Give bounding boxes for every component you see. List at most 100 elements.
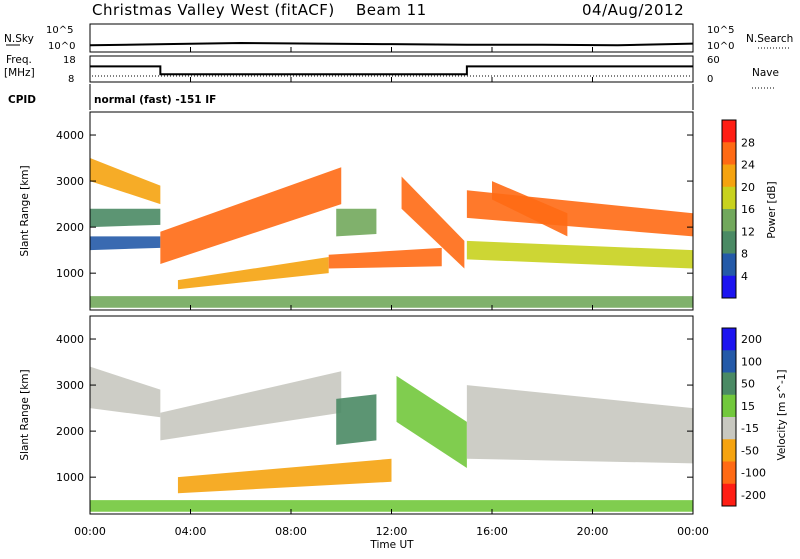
power-colorbar-swatch — [722, 120, 736, 143]
y-tick-label: 1000 — [56, 471, 84, 484]
velocity-heatmap — [90, 366, 693, 512]
cpid-text: normal (fast) -151 IF — [94, 94, 216, 106]
heatmap-band-7 — [401, 176, 465, 269]
velocity-colorbar-tick-label: 15 — [741, 400, 755, 413]
heatmap-band-11 — [90, 296, 693, 308]
velocity-colorbar-swatch — [722, 350, 736, 373]
heatmap-band-4 — [396, 375, 467, 468]
x-tick-label: 20:00 — [577, 525, 609, 538]
power-colorbar-tick-label: 20 — [741, 181, 755, 194]
velocity-colorbar: 200 100 50 15 -15 -50 -100 -200 — [721, 327, 766, 507]
velocity-panel: 1000 2000 3000 4000 Slant Range [km] 200 100… — [19, 315, 788, 515]
sky-noise-series — [89, 42, 694, 47]
power-colorbar-swatch — [722, 186, 736, 210]
velocity-colorbar-tick-label: 200 — [741, 333, 762, 346]
power-y-axis: 1000 2000 3000 4000 — [56, 129, 693, 280]
y-tick-label: 2000 — [56, 425, 84, 438]
frequency-panel: Freq. [MHz] 18 8 60 0 Nave — [4, 54, 779, 89]
y-tick-label: 3000 — [56, 175, 84, 188]
sky-noise-panel: N.Sky 10^5 10^0 10^5 10^0 N.Search — [4, 23, 793, 53]
x-axis: 00:00 04:00 08:00 12:00 16:00 20:00 00:00 — [74, 47, 709, 538]
velocity-colorbar-tick-label: -50 — [741, 444, 759, 457]
velocity-colorbar-tick-label: -200 — [741, 489, 766, 502]
velocity-colorbar-tick-label: -100 — [741, 467, 766, 480]
power-colorbar-tick-label: 24 — [741, 159, 755, 172]
velocity-colorbar-swatch — [722, 328, 736, 351]
power-ylabel: Slant Range [km] — [19, 165, 31, 256]
velocity-y-axis: 1000 2000 3000 4000 — [56, 333, 693, 484]
y-tick-label: 2000 — [56, 221, 84, 234]
velocity-colorbar-label: Velocity [m s^-1] — [776, 369, 788, 460]
freq-label-1: Freq. — [6, 54, 32, 66]
power-colorbar: 28 24 20 16 12 8 4 — [721, 119, 755, 299]
nave-tick-bottom: 0 — [707, 74, 713, 85]
x-tick-label: 04:00 — [175, 525, 207, 538]
heatmap-band-2 — [177, 458, 392, 494]
velocity-colorbar-tick-label: 100 — [741, 355, 762, 368]
velocity-colorbar-tick-label: 50 — [741, 378, 755, 391]
frequency-series — [90, 65, 693, 76]
heatmap-band-9 — [466, 240, 693, 269]
power-colorbar-swatch — [722, 275, 736, 299]
power-colorbar-swatch — [722, 253, 736, 277]
power-colorbar-swatch — [722, 142, 736, 165]
y-tick-label: 1000 — [56, 267, 84, 280]
nave-label: Nave — [752, 67, 779, 79]
velocity-colorbar-swatch — [722, 483, 736, 507]
velocity-colorbar-swatch — [722, 372, 736, 396]
power-colorbar-swatch — [722, 209, 736, 232]
heatmap-band-2 — [90, 236, 161, 251]
power-colorbar-label: Power [dB] — [766, 181, 778, 238]
power-colorbar-tick-label: 16 — [741, 203, 755, 216]
power-colorbar-tick-label: 28 — [741, 136, 755, 149]
y-tick-label: 4000 — [56, 333, 84, 346]
x-axis-label: Time UT — [369, 539, 414, 551]
heatmap-band-6 — [336, 208, 377, 237]
power-colorbar-swatch — [722, 231, 736, 254]
x-tick-label: 00:00 — [677, 525, 709, 538]
power-colorbar-tick-label: 12 — [741, 225, 755, 238]
power-colorbar-swatch — [722, 164, 736, 188]
heatmap-band-10 — [492, 181, 568, 237]
velocity-colorbar-swatch — [722, 394, 736, 418]
heatmap-band-4 — [177, 257, 329, 290]
heatmap-band-1 — [90, 208, 161, 228]
heatmap-band-0 — [90, 158, 161, 205]
heatmap-band-3 — [336, 394, 377, 445]
heatmap-band-5 — [466, 385, 693, 464]
heatmap-band-5 — [328, 247, 442, 269]
velocity-colorbar-swatch — [722, 461, 736, 485]
y-tick-label: 4000 — [56, 129, 84, 142]
freq-label-2: [MHz] — [4, 67, 35, 79]
x-tick-label: 08:00 — [275, 525, 307, 538]
nsky-tick-top: 10^5 — [46, 25, 73, 36]
nsky-tick-bottom: 10^0 — [48, 41, 75, 52]
nsearch-label: N.Search — [746, 33, 793, 45]
heatmap-band-0 — [90, 366, 161, 418]
y-tick-label: 3000 — [56, 379, 84, 392]
cpid-label: CPID — [8, 94, 36, 106]
site-title: Christmas Valley West (fitACF) — [92, 1, 335, 19]
velocity-colorbar-swatch — [722, 439, 736, 462]
heatmap-band-3 — [160, 167, 342, 264]
power-colorbar-tick-label: 8 — [741, 248, 748, 261]
heatmap-band-1 — [160, 371, 342, 441]
heatmap-band-6 — [90, 500, 693, 512]
velocity-ylabel: Slant Range [km] — [19, 369, 31, 460]
beam-label: Beam 11 — [356, 1, 427, 19]
velocity-colorbar-tick-label: -15 — [741, 422, 759, 435]
frequency-line — [90, 65, 693, 76]
power-heatmap — [90, 158, 693, 308]
x-tick-label: 12:00 — [376, 525, 408, 538]
sky-noise-line — [89, 42, 694, 47]
nsearch-tick-top: 10^5 — [707, 25, 734, 36]
nsky-label: N.Sky — [4, 33, 34, 45]
power-panel: 1000 2000 3000 4000 Slant Range [km] 28 24 20… — [19, 111, 778, 311]
x-tick-label: 16:00 — [476, 525, 508, 538]
power-colorbar-tick-label: 4 — [741, 270, 748, 283]
velocity-colorbar-swatch — [722, 417, 736, 440]
date-label: 04/Aug/2012 — [582, 1, 684, 19]
power-colorbar-frame — [721, 119, 737, 299]
freq-tick-bottom: 8 — [68, 74, 74, 85]
